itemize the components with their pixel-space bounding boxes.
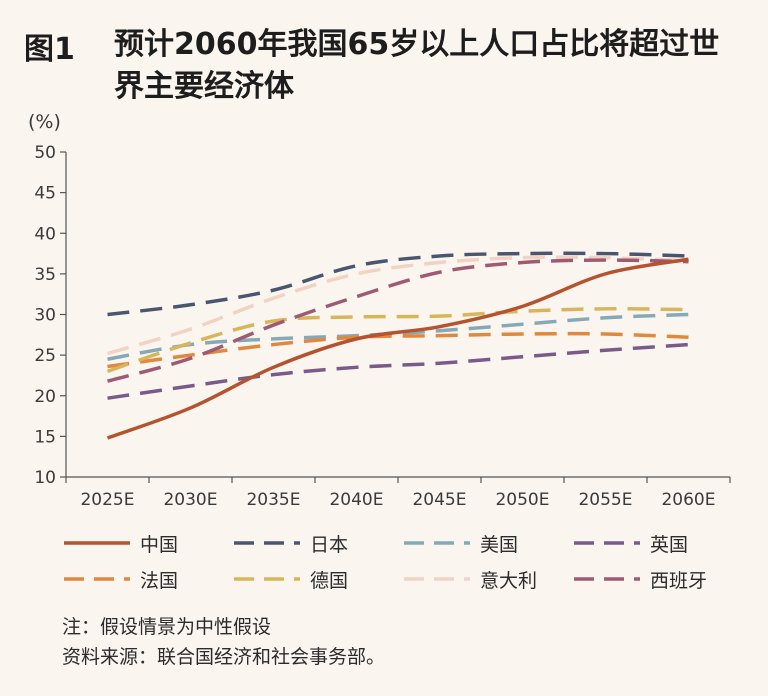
footnote-source: 资料来源：联合国经济和社会事务部。 (62, 646, 386, 668)
x-tick-label: 2030E (163, 490, 217, 510)
figure-label: 图1 (24, 32, 75, 67)
chart-legend: 中国 日本 美国 英国法国 德国 意大利 西班牙 (62, 528, 742, 594)
legend-label: 德国 (310, 569, 349, 592)
x-tick-label: 2050E (495, 490, 549, 510)
legend-item: 意大利 (402, 564, 572, 594)
legend-item: 中国 (62, 528, 232, 558)
legend-swatch (234, 541, 300, 545)
legend-swatch (404, 577, 470, 581)
series-line (107, 255, 689, 356)
series-line (107, 312, 689, 361)
legend-item: 法国 (62, 564, 232, 594)
footnote-note: 注：假设情景为中性假设 (62, 616, 272, 638)
y-tick-label: 25 (34, 346, 56, 366)
legend-label: 意大利 (480, 569, 538, 592)
series-line (106, 257, 689, 440)
legend-label: 西班牙 (650, 569, 708, 592)
legend-item: 英国 (572, 528, 742, 558)
y-tick-label: 40 (34, 224, 56, 244)
legend-label: 日本 (310, 533, 349, 556)
y-tick-label: 20 (34, 387, 56, 407)
legend-swatch (64, 541, 130, 545)
legend-swatch (574, 541, 640, 545)
chart-axes: (%) 10 15 20 25 30 35 40 45 50 2025E 2030E 2035E 2040… (28, 111, 731, 510)
y-tick-label: 30 (34, 306, 56, 326)
series-line (107, 251, 689, 317)
legend-item: 西班牙 (572, 564, 742, 594)
legend-swatch (64, 577, 130, 581)
chart-title: 预计2060年我国65岁以上人口占比将超过世界主要经济体 (114, 27, 720, 104)
y-tick-label: 15 (34, 427, 56, 447)
legend-label: 英国 (650, 533, 689, 556)
line-chart: (%) 10 15 20 25 30 35 40 45 50 2025E 2030E 2035E 2040… (28, 111, 731, 510)
legend-label: 中国 (140, 533, 179, 556)
y-tick-label: 50 (34, 143, 56, 163)
series-line (106, 307, 689, 374)
x-tick-label: 2035E (246, 490, 300, 510)
series-line (107, 342, 689, 400)
y-tick-label: 45 (34, 184, 56, 204)
series-line (107, 258, 689, 383)
legend-swatch (574, 577, 640, 581)
legend-swatch (404, 541, 470, 545)
legend-swatch (234, 577, 300, 581)
y-tick-label: 35 (34, 265, 56, 285)
legend-label: 法国 (140, 569, 179, 592)
x-tick-label: 2025E (80, 490, 134, 510)
chart-series (106, 251, 689, 440)
legend-label: 美国 (480, 533, 519, 556)
legend-item: 德国 (232, 564, 402, 594)
x-tick-label: 2060E (661, 490, 715, 510)
y-axis-unit: (%) (28, 111, 61, 133)
x-tick-label: 2055E (578, 490, 632, 510)
legend-item: 日本 (232, 528, 402, 558)
x-tick-label: 2040E (329, 490, 383, 510)
y-tick-label: 10 (34, 468, 56, 488)
footnotes: 注：假设情景为中性假设 资料来源：联合国经济和社会事务部。 (62, 612, 385, 672)
x-tick-label: 2045E (412, 490, 466, 510)
legend-item: 美国 (402, 528, 572, 558)
